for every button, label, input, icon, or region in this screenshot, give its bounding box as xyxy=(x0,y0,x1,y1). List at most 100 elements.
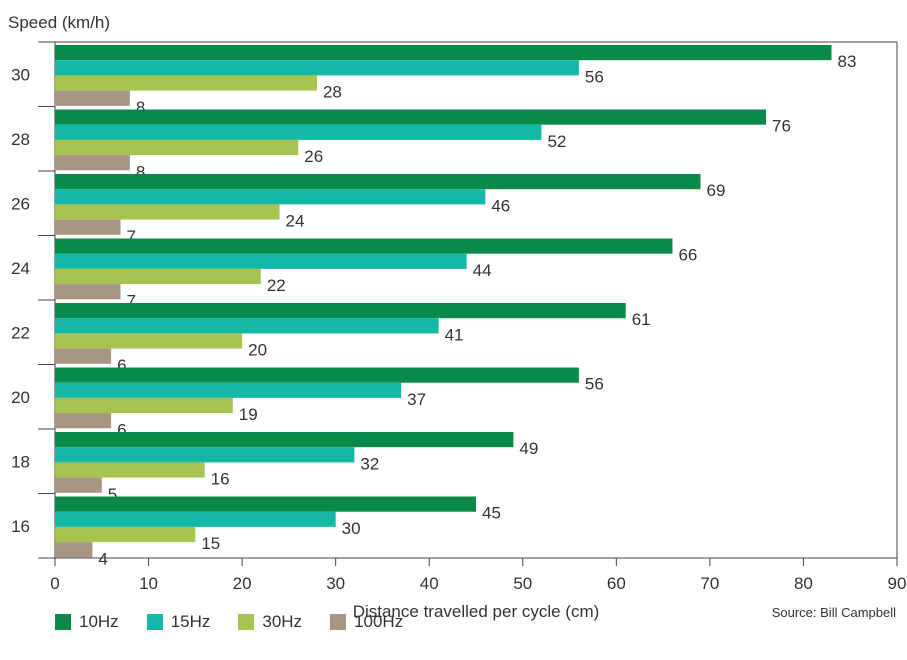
bar xyxy=(55,348,112,364)
data-label: 46 xyxy=(491,196,510,215)
bar xyxy=(55,542,93,558)
bar xyxy=(55,303,626,319)
bar xyxy=(55,318,439,334)
data-label: 52 xyxy=(547,132,566,151)
legend: 10Hz 15Hz 30Hz 100Hz xyxy=(55,612,403,632)
bar xyxy=(55,432,514,448)
bar xyxy=(55,124,542,140)
y-tick-label: 18 xyxy=(11,452,30,471)
data-label: 56 xyxy=(585,67,604,86)
x-tick-label: 80 xyxy=(794,574,813,593)
data-label: 8 xyxy=(136,98,145,117)
data-label: 56 xyxy=(585,375,604,394)
data-label: 66 xyxy=(678,246,697,265)
bar xyxy=(55,397,233,414)
bar xyxy=(55,90,130,106)
x-tick-label: 40 xyxy=(420,574,439,593)
bar xyxy=(55,477,102,493)
data-label: 16 xyxy=(211,470,230,489)
data-label: 83 xyxy=(838,52,857,71)
bar xyxy=(55,462,205,478)
data-label: 24 xyxy=(286,212,305,231)
bar xyxy=(55,139,299,156)
source-note: Source: Bill Campbell xyxy=(772,605,896,620)
x-tick-label: 60 xyxy=(607,574,626,593)
legend-item: 10Hz xyxy=(55,612,119,632)
data-label: 61 xyxy=(632,310,651,329)
bar xyxy=(55,526,196,543)
bar xyxy=(55,496,476,512)
data-label: 28 xyxy=(323,83,342,102)
legend-item: 30Hz xyxy=(238,612,302,632)
y-tick-label: 24 xyxy=(11,259,30,278)
data-label: 20 xyxy=(248,341,267,360)
data-label: 44 xyxy=(473,261,492,280)
legend-label: 100Hz xyxy=(354,612,404,631)
legend-label: 30Hz xyxy=(262,612,303,631)
bar xyxy=(55,219,121,235)
y-tick-label: 22 xyxy=(11,323,30,342)
y-tick-label: 20 xyxy=(11,388,30,407)
x-tick-label: 50 xyxy=(513,574,532,593)
bar xyxy=(55,382,402,398)
x-tick-label: 90 xyxy=(888,574,907,593)
bar xyxy=(55,75,317,91)
data-label: 69 xyxy=(707,181,726,200)
data-label: 45 xyxy=(482,504,501,523)
y-tick-label: 28 xyxy=(11,130,30,149)
y-tick-label: 16 xyxy=(11,517,30,536)
legend-item: 100Hz xyxy=(330,612,403,632)
data-label: 15 xyxy=(201,534,220,553)
data-label: 7 xyxy=(126,227,135,246)
bar xyxy=(55,238,673,254)
y-axis-title: Speed (km/h) xyxy=(8,13,110,32)
x-tick-label: 10 xyxy=(139,574,158,593)
data-label: 76 xyxy=(772,117,791,136)
x-tick-label: 0 xyxy=(50,574,59,593)
data-label: 32 xyxy=(360,454,379,473)
bar xyxy=(55,413,112,429)
x-tick-label: 20 xyxy=(233,574,252,593)
data-label: 22 xyxy=(267,276,286,295)
y-tick-label: 26 xyxy=(11,194,30,213)
data-label: 6 xyxy=(117,420,126,439)
data-label: 6 xyxy=(117,356,126,375)
data-label: 5 xyxy=(108,485,117,504)
legend-swatch xyxy=(146,614,163,630)
y-tick-label: 30 xyxy=(11,65,30,84)
bar xyxy=(55,174,701,190)
bar xyxy=(55,204,280,220)
bar xyxy=(55,60,579,76)
data-label: 26 xyxy=(304,147,323,166)
legend-swatch xyxy=(238,614,255,630)
data-label: 8 xyxy=(136,162,145,181)
data-label: 37 xyxy=(407,390,426,409)
x-axis-title: Distance travelled per cycle (cm) xyxy=(353,602,600,621)
bar xyxy=(55,109,767,125)
data-label: 30 xyxy=(342,519,361,538)
data-label: 7 xyxy=(126,291,135,310)
data-label: 49 xyxy=(519,439,538,458)
bar xyxy=(55,367,579,383)
bar xyxy=(55,284,121,300)
bar xyxy=(55,45,832,61)
bar xyxy=(55,511,336,527)
bar xyxy=(55,447,355,463)
bar xyxy=(55,155,130,171)
data-label: 4 xyxy=(98,549,107,568)
data-label: 41 xyxy=(445,325,464,344)
legend-swatch xyxy=(55,614,71,630)
legend-item: 15Hz xyxy=(146,612,211,632)
bar xyxy=(55,333,243,349)
data-label: 19 xyxy=(239,405,258,424)
legend-label: 15Hz xyxy=(170,612,211,631)
bar xyxy=(55,268,261,285)
x-tick-label: 70 xyxy=(700,574,719,593)
x-tick-label: 30 xyxy=(326,574,345,593)
bar xyxy=(55,253,467,269)
legend-label: 10Hz xyxy=(79,612,119,631)
legend-swatch xyxy=(330,614,347,630)
bar xyxy=(55,189,486,205)
